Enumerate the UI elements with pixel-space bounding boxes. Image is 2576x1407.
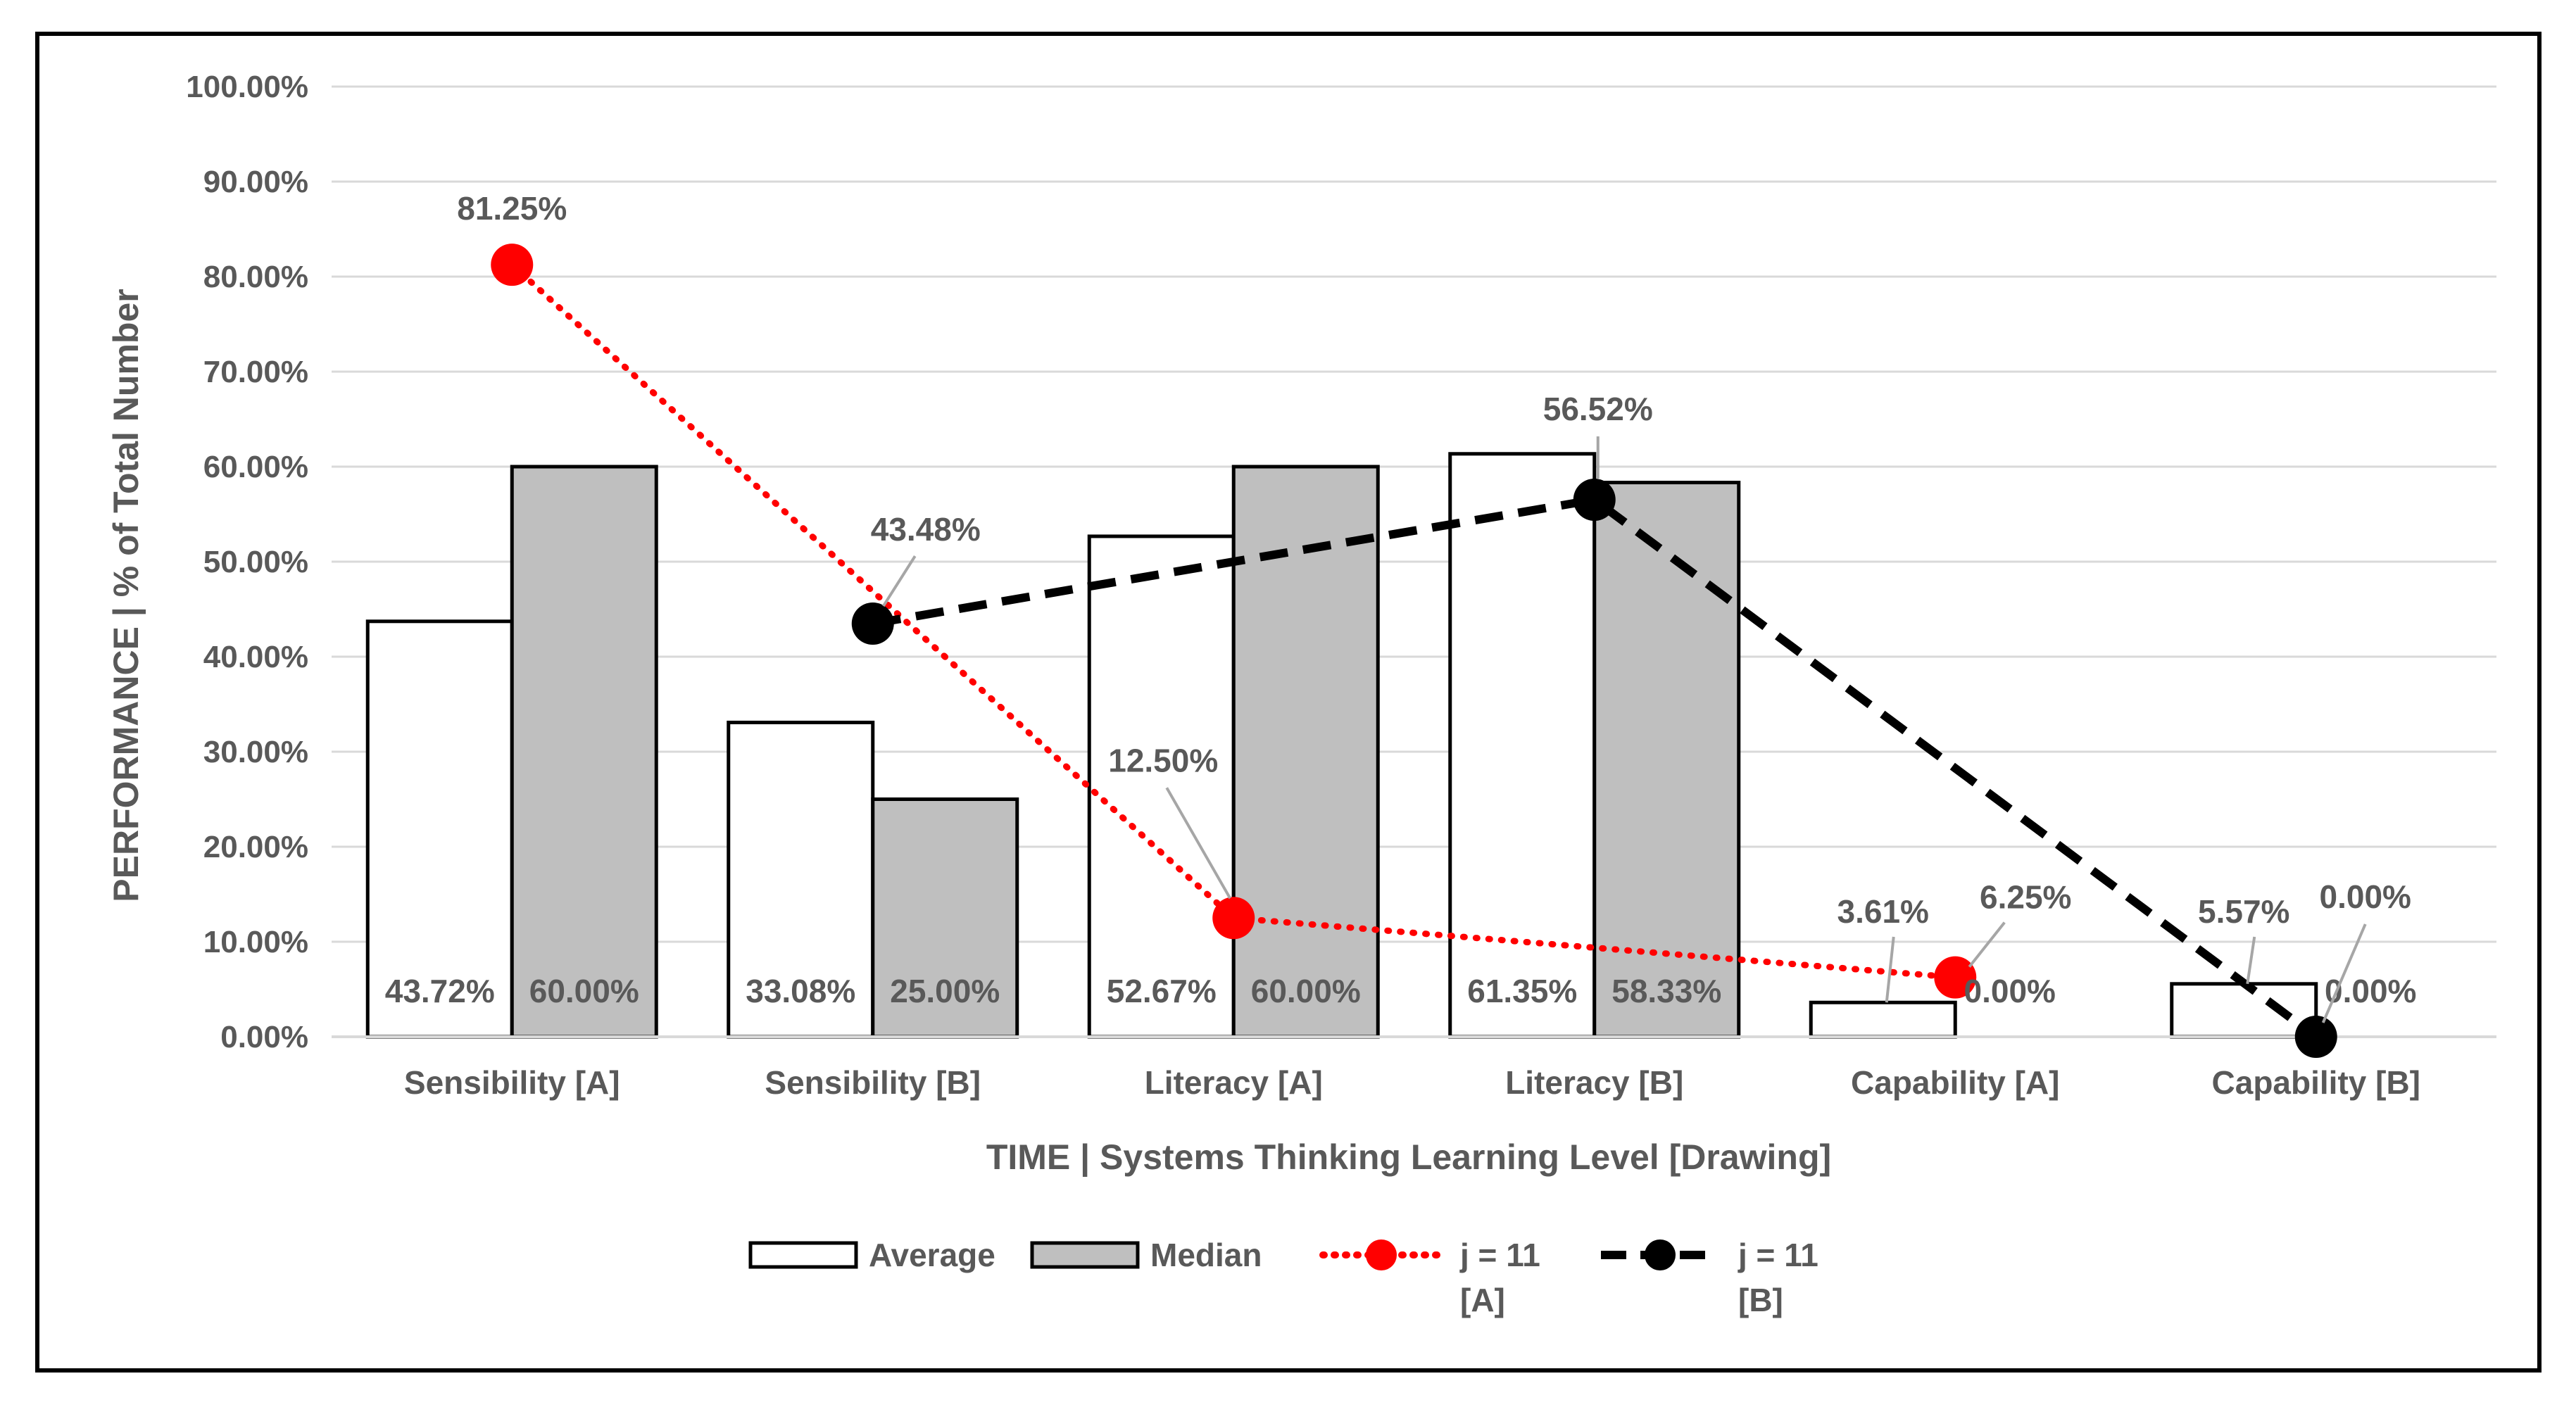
bars	[365, 452, 2318, 1039]
chart-frame: 0.00% 10.00% 20.00% 30.00% 40.00% 50.00% 60.00…	[35, 32, 2542, 1373]
bar-label-median: 0.00%	[2325, 973, 2416, 1009]
leader-line	[1968, 921, 2006, 968]
x-tick-label: Capability [B]	[2212, 1064, 2420, 1101]
line-point-a	[491, 244, 534, 286]
bar-label-median: 60.00%	[1251, 973, 1361, 1009]
y-tick-label: 100.00%	[186, 70, 308, 104]
y-tick-label: 50.00%	[203, 545, 308, 579]
legend-item-line-b: j = 11 [B]	[1601, 1237, 1818, 1318]
bar-average	[1809, 1000, 1957, 1039]
bar-label-average: 33.08%	[746, 973, 855, 1009]
bar-average	[2170, 982, 2318, 1039]
legend-marker-line-a	[1366, 1239, 1397, 1270]
line-point-a	[1934, 956, 1977, 999]
y-tick-label: 20.00%	[203, 830, 308, 864]
line-point-b	[2294, 1016, 2337, 1058]
leader-line	[882, 555, 917, 607]
legend-item-average: Average	[748, 1237, 995, 1273]
legend-marker-line-b	[1645, 1239, 1676, 1270]
bar-label-median: 0.00%	[1964, 973, 2056, 1009]
line-point-a	[1212, 897, 1255, 940]
y-tick-label: 70.00%	[203, 355, 308, 389]
y-axis-ticks: 0.00% 10.00% 20.00% 30.00% 40.00% 50.00% 60.00…	[186, 70, 308, 1054]
leader-line	[2321, 923, 2367, 1023]
bar-average	[1087, 534, 1236, 1039]
legend-label-line-b-sub: [B]	[1738, 1282, 1783, 1318]
legend: Average Median j = 11 [A] j = 11 [B]	[748, 1237, 1818, 1318]
bar-label-average: 52.67%	[1107, 973, 1217, 1009]
bar-average	[1448, 452, 1597, 1039]
y-tick-label: 80.00%	[203, 260, 308, 294]
chart-svg: 0.00% 10.00% 20.00% 30.00% 40.00% 50.00% 60.00…	[106, 70, 2496, 1318]
y-tick-label: 30.00%	[203, 735, 308, 769]
bar-label-average: 3.61%	[1837, 893, 1929, 930]
legend-item-line-a: j = 11 [A]	[1319, 1237, 1540, 1318]
point-label-a: 81.25%	[457, 190, 567, 227]
bar-median	[510, 465, 658, 1039]
leader-line	[1165, 787, 1231, 900]
bar-label-average: 43.72%	[385, 973, 495, 1009]
y-tick-label: 60.00%	[203, 450, 308, 484]
legend-label-median: Median	[1150, 1237, 1262, 1273]
y-tick-label: 90.00%	[203, 165, 308, 199]
data-labels: 43.72% 60.00% 33.08% 25.00% 52.67% 60.00% 61.3…	[385, 190, 2416, 1023]
x-tick-label: Sensibility [A]	[404, 1064, 620, 1101]
bar-average	[727, 720, 875, 1039]
line-series-b	[872, 495, 2319, 1040]
legend-item-median: Median	[1030, 1237, 1262, 1273]
bar-label-median: 60.00%	[529, 973, 639, 1009]
legend-label-line-a: j = 11	[1459, 1237, 1540, 1273]
point-label-b: 43.48%	[871, 511, 981, 548]
leader-line	[1885, 936, 1895, 1003]
bar-label-median: 58.33%	[1611, 973, 1721, 1009]
point-label-a: 12.50%	[1108, 742, 1218, 778]
bar-median	[1592, 481, 1741, 1039]
x-axis-categories: Sensibility [A] Sensibility [B] Literacy […	[404, 1064, 2420, 1101]
bar-label-median: 25.00%	[890, 973, 1000, 1009]
legend-swatch-median	[1030, 1241, 1140, 1269]
legend-label-average: Average	[869, 1237, 995, 1273]
point-label-a: 6.25%	[1980, 879, 2071, 916]
x-tick-label: Sensibility [B]	[765, 1064, 981, 1101]
bar-median	[1231, 465, 1380, 1039]
bar-label-average: 5.57%	[2198, 893, 2289, 930]
y-tick-label: 10.00%	[203, 925, 308, 959]
x-axis-title: TIME | Systems Thinking Learning Level […	[986, 1137, 1831, 1178]
x-tick-label: Literacy [B]	[1505, 1064, 1683, 1101]
y-tick-label: 40.00%	[203, 640, 308, 674]
line-point-b	[851, 602, 894, 645]
y-axis-title: PERFORMANCE | % of Total Number	[106, 289, 146, 902]
leader-line	[2246, 936, 2256, 985]
x-tick-label: Capability [A]	[1851, 1064, 2059, 1101]
line-point-b	[1573, 478, 1616, 521]
legend-label-line-a-sub: [A]	[1460, 1282, 1505, 1318]
lines	[491, 244, 2337, 1058]
point-label-b: 56.52%	[1543, 391, 1653, 427]
y-tick-label: 0.00%	[220, 1020, 308, 1054]
legend-label-line-b: j = 11	[1738, 1237, 1818, 1273]
x-tick-label: Literacy [A]	[1145, 1064, 1323, 1101]
legend-swatch-average	[748, 1241, 858, 1269]
bar-label-average: 61.35%	[1467, 973, 1577, 1009]
point-label-b: 0.00%	[2320, 878, 2411, 915]
gridlines	[332, 85, 2496, 943]
